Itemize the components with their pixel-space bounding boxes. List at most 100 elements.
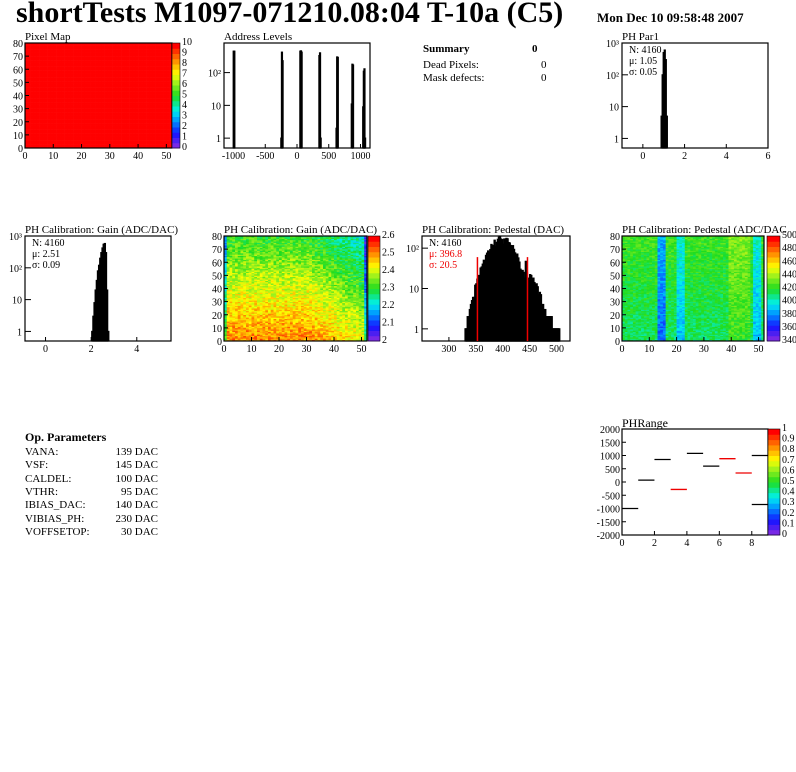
heatmap-cell [39, 54, 43, 57]
heatmap-cell [36, 81, 40, 83]
heatmap-cell [56, 92, 60, 95]
heatmap-cell [39, 43, 43, 45]
heatmap-cell [33, 136, 37, 138]
heatmap-cell [47, 128, 51, 130]
palette-cell [172, 121, 180, 128]
heatmap-cell [27, 91, 31, 94]
heatmap-cell [30, 82, 34, 84]
heatmap-cell [64, 121, 68, 124]
heatmap-cell [58, 103, 63, 105]
heatmap-cell [30, 81, 34, 83]
heatmap-cell [36, 104, 40, 107]
heatmap-cell [56, 125, 60, 128]
y-tick-label: 10 [13, 131, 23, 142]
heatmap-cell [50, 73, 54, 75]
heatmap-cell [39, 127, 43, 129]
heatmap-cell [27, 71, 31, 74]
heatmap-cell [61, 124, 65, 126]
heatmap-cell [56, 70, 60, 73]
heatmap-cell [67, 137, 71, 140]
heatmap-cell [33, 49, 37, 52]
heatmap-cell [61, 125, 65, 128]
heatmap-cell [61, 144, 65, 146]
heatmap-cell [58, 117, 63, 120]
heatmap-cell [61, 99, 65, 102]
heatmap-cell [58, 109, 63, 112]
heatmap-cell [58, 92, 63, 95]
heatmap-cell [64, 140, 68, 142]
heatmap-cell [27, 56, 31, 58]
heatmap-cell [61, 106, 65, 108]
x-tick-label: -500 [256, 151, 274, 162]
heatmap-cell [64, 43, 68, 45]
heatmap-cell [67, 128, 71, 130]
palette-label: 7 [182, 69, 187, 80]
heatmap-cell [58, 67, 63, 70]
heatmap-cell [36, 134, 40, 137]
heatmap-cell [36, 65, 40, 67]
heatmap-cell [64, 115, 68, 117]
palette-label: 6 [182, 79, 187, 90]
heatmap-cell [44, 121, 48, 124]
heatmap-cell [47, 134, 51, 137]
heatmap-cell [41, 86, 46, 88]
heatmap-cell [67, 136, 71, 138]
heatmap-cell [36, 53, 40, 56]
heatmap-cell [25, 103, 29, 105]
heatmap-cell [36, 50, 40, 53]
heatmap-cell [53, 57, 57, 60]
heatmap-cell [41, 60, 46, 62]
heatmap-cell [56, 106, 60, 108]
heatmap-cell [27, 140, 31, 142]
heatmap-cell [27, 128, 31, 130]
heatmap-cell [33, 100, 37, 103]
heatmap-cell [56, 134, 60, 137]
heatmap-cell [33, 65, 37, 67]
heatmap-cell [53, 46, 57, 49]
heatmap-cell [36, 103, 40, 105]
heatmap-cell [36, 94, 40, 96]
heatmap-cell [58, 49, 63, 52]
y-tick-label: 60 [13, 65, 23, 76]
heatmap-cell [36, 49, 40, 52]
heatmap-cell [30, 53, 34, 56]
heatmap-cell [67, 104, 71, 107]
heatmap-cell [25, 56, 29, 58]
heatmap-cell [41, 123, 46, 125]
heatmap-cell [30, 49, 34, 52]
heatmap-cell [53, 71, 57, 74]
heatmap-cell [56, 137, 60, 140]
heatmap-cell [56, 46, 60, 49]
heatmap-cell [30, 141, 34, 144]
heatmap-cell [61, 48, 65, 50]
heatmap-cell [30, 116, 34, 119]
heatmap-cell [58, 111, 63, 113]
y-tick-label: 10 [12, 296, 22, 307]
heatmap-cell [36, 57, 40, 60]
heatmap-cell [64, 108, 68, 111]
heatmap-cell [53, 64, 57, 66]
heatmap-cell [64, 106, 68, 108]
heatmap-cell [39, 119, 43, 121]
heatmap-cell [39, 73, 43, 75]
heatmap-cell [41, 98, 46, 100]
heatmap-cell [47, 121, 51, 124]
x-tick-label: -1000 [222, 151, 245, 162]
heatmap-cell [27, 85, 31, 87]
heatmap-cell [41, 50, 46, 53]
heatmap-cell [47, 61, 51, 63]
heatmap-cell [53, 109, 57, 112]
histogram-bin [364, 137, 367, 149]
heatmap-cell [41, 44, 46, 46]
heatmap-cell [47, 60, 51, 62]
heatmap-cell [44, 83, 48, 86]
palette-cell [172, 79, 180, 86]
heatmap-cell [25, 123, 29, 125]
heatmap-cell [33, 45, 37, 48]
heatmap-cell [56, 112, 60, 115]
heatmap-cell [50, 95, 54, 98]
heatmap-cell [25, 64, 29, 66]
heatmap-cell [61, 94, 65, 96]
heatmap-cell [41, 121, 46, 124]
heatmap-cell [58, 116, 63, 119]
